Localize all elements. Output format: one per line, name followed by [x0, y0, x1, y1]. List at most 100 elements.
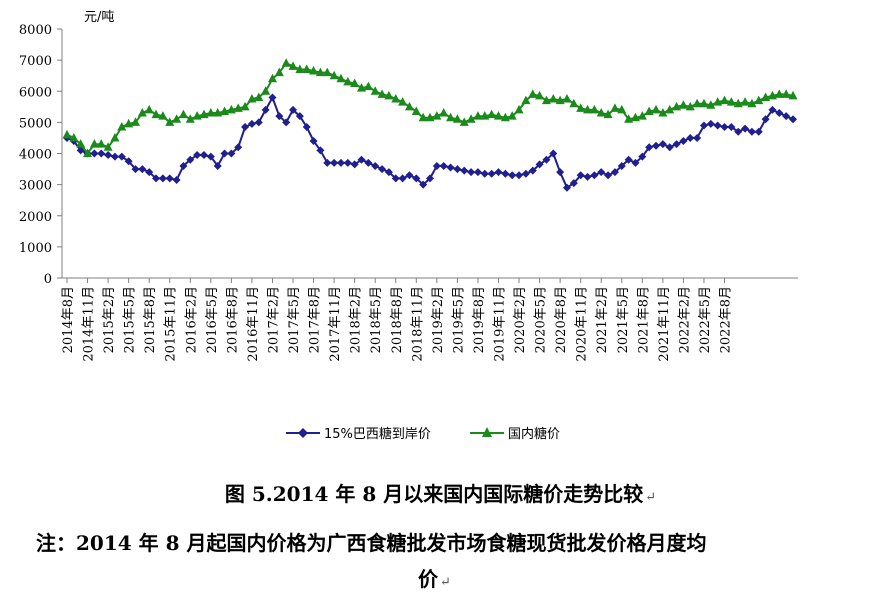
- data-point: [309, 137, 318, 146]
- x-tick-label: 2018年8月: [390, 286, 405, 353]
- data-point: [473, 168, 482, 177]
- data-point: [254, 118, 263, 127]
- data-point: [288, 61, 298, 70]
- data-point: [521, 169, 530, 178]
- data-point: [220, 106, 230, 115]
- data-point: [329, 70, 339, 80]
- data-point: [480, 169, 489, 178]
- data-point: [343, 158, 352, 167]
- data-point: [316, 146, 325, 155]
- data-point: [241, 123, 250, 132]
- data-point: [747, 127, 756, 136]
- y-tick-label: 8000: [19, 23, 52, 38]
- x-tick-label: 2021年5月: [616, 286, 631, 353]
- data-point: [378, 165, 387, 174]
- data-point: [419, 180, 428, 189]
- figure-note-line-2-text: 价: [418, 567, 438, 591]
- x-tick-label: 2022年5月: [698, 286, 713, 353]
- data-point: [788, 90, 798, 100]
- data-point: [384, 90, 394, 100]
- data-point: [741, 124, 750, 133]
- sugar-price-chart: 0 1000 2000 3000 4000 5000 6000 7000 8000 2014年8…: [19, 10, 798, 442]
- x-tick-label: 2017年11月: [328, 286, 343, 362]
- x-tick-label: 2022年8月: [719, 286, 734, 353]
- data-point: [158, 174, 167, 183]
- y-tick-label: 4000: [19, 148, 52, 163]
- data-point: [453, 165, 462, 174]
- data-point: [89, 139, 99, 148]
- data-point: [172, 114, 182, 123]
- x-tick-label: 2017年8月: [308, 286, 323, 353]
- data-point: [62, 129, 72, 139]
- y-tick-label: 0: [44, 272, 52, 287]
- data-point: [179, 161, 188, 170]
- legend-label-brazil-sugar: 15%巴西糖到岸价: [324, 426, 431, 442]
- data-point: [295, 64, 305, 73]
- figure-title-text: 图 5.2014 年 8 月以来国内国际糖价走势比较: [224, 482, 644, 506]
- data-point: [350, 160, 359, 169]
- data-point: [624, 155, 633, 164]
- data-point: [117, 122, 127, 131]
- data-point: [596, 108, 606, 117]
- x-tick-label: 2018年11月: [410, 286, 425, 362]
- data-point: [199, 109, 209, 119]
- x-tick-label: 2020年8月: [554, 286, 569, 353]
- series-brazil-sugar: [63, 93, 797, 192]
- data-point: [466, 114, 476, 123]
- data-point: [501, 169, 510, 178]
- data-point: [734, 127, 743, 136]
- data-point: [439, 161, 448, 170]
- data-point: [507, 111, 517, 120]
- data-point: [185, 114, 195, 123]
- data-point: [96, 139, 106, 148]
- data-point: [720, 123, 729, 132]
- x-tick-label: 2020年5月: [534, 286, 549, 353]
- data-point: [268, 93, 277, 102]
- data-point: [789, 115, 797, 124]
- data-point: [405, 171, 414, 180]
- y-tick-label: 1000: [19, 241, 52, 256]
- data-point: [685, 101, 695, 111]
- data-point: [377, 89, 387, 98]
- data-point: [637, 111, 647, 120]
- x-tick-label: 2016年2月: [184, 286, 199, 353]
- data-point: [213, 108, 223, 117]
- data-point: [617, 161, 626, 170]
- data-point: [610, 103, 620, 112]
- data-point: [761, 115, 770, 124]
- data-point: [514, 104, 524, 114]
- data-point: [775, 109, 784, 118]
- data-point: [556, 168, 565, 177]
- data-point: [220, 149, 229, 158]
- data-point: [493, 111, 503, 120]
- data-point: [261, 105, 270, 114]
- x-tick-label: 2022年2月: [677, 286, 692, 353]
- data-point: [699, 98, 709, 108]
- data-point: [151, 109, 161, 119]
- data-point: [234, 143, 243, 152]
- data-point: [152, 174, 161, 183]
- data-point: [603, 109, 613, 119]
- data-point: [645, 143, 654, 152]
- data-point: [774, 89, 784, 98]
- data-point: [336, 73, 346, 83]
- legend-label-domestic-sugar: 国内糖价: [508, 426, 560, 442]
- data-point: [727, 123, 736, 132]
- x-tick-label: 2015年11月: [164, 286, 179, 362]
- data-point: [69, 132, 79, 142]
- data-point: [165, 117, 175, 126]
- data-point: [330, 158, 339, 167]
- y-tick-label: 2000: [19, 210, 52, 225]
- series-domestic-sugar: [62, 58, 798, 157]
- data-point: [487, 109, 497, 119]
- data-point: [610, 168, 619, 177]
- data-point: [97, 149, 106, 158]
- data-point: [576, 103, 586, 112]
- data-point: [665, 143, 674, 152]
- data-point: [761, 92, 771, 101]
- data-point: [740, 97, 750, 106]
- figure-note-line-2: 价 ↵: [418, 563, 451, 592]
- data-point: [562, 183, 571, 192]
- y-tick-label: 3000: [19, 179, 52, 194]
- data-point: [604, 171, 613, 180]
